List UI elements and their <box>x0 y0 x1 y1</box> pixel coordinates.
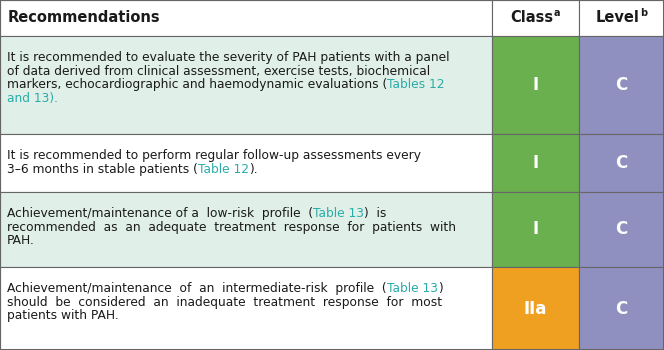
Text: a: a <box>554 8 560 18</box>
Text: I: I <box>533 76 539 94</box>
Text: It is recommended to evaluate the severity of PAH patients with a panel: It is recommended to evaluate the severi… <box>7 51 450 64</box>
Text: markers, echocardiographic and haemodynamic evaluations (: markers, echocardiographic and haemodyna… <box>7 78 387 91</box>
Text: I: I <box>533 154 539 172</box>
Text: 3–6 months in stable patients (: 3–6 months in stable patients ( <box>7 163 198 176</box>
Text: recommended  as  an  adequate  treatment  response  for  patients  with: recommended as an adequate treatment res… <box>7 221 456 234</box>
Text: Table 13: Table 13 <box>313 207 364 220</box>
Bar <box>579 267 664 350</box>
Bar <box>492 134 579 192</box>
Text: patients with PAH.: patients with PAH. <box>7 309 119 322</box>
Text: )  is: ) is <box>364 207 386 220</box>
Bar <box>0 192 492 267</box>
Bar <box>0 36 492 134</box>
Text: Class: Class <box>510 10 553 26</box>
Text: Table 13: Table 13 <box>386 282 438 295</box>
Bar <box>0 0 492 36</box>
Bar <box>0 267 492 350</box>
Bar <box>492 0 579 36</box>
Bar <box>492 192 579 267</box>
Text: b: b <box>641 8 647 18</box>
Text: Achievement/maintenance  of  an  intermediate-risk  profile  (: Achievement/maintenance of an intermedia… <box>7 282 386 295</box>
Text: Table 12: Table 12 <box>198 163 249 176</box>
Text: should  be  considered  an  inadequate  treatment  response  for  most: should be considered an inadequate treat… <box>7 296 442 309</box>
Text: and 13).: and 13). <box>7 92 58 105</box>
Text: ).: ). <box>249 163 258 176</box>
Text: C: C <box>616 300 627 317</box>
Text: PAH.: PAH. <box>7 234 35 247</box>
Text: C: C <box>616 76 627 94</box>
Text: Recommendations: Recommendations <box>8 10 161 26</box>
Bar <box>579 0 664 36</box>
Text: IIa: IIa <box>524 300 547 317</box>
Text: Tables 12: Tables 12 <box>387 78 445 91</box>
Bar <box>579 134 664 192</box>
Text: Achievement/maintenance of a  low-risk  profile  (: Achievement/maintenance of a low-risk pr… <box>7 207 313 220</box>
Text: ): ) <box>438 282 442 295</box>
Text: I: I <box>533 220 539 238</box>
Text: Level: Level <box>596 10 639 26</box>
Bar <box>579 36 664 134</box>
Bar <box>579 192 664 267</box>
Text: C: C <box>616 154 627 172</box>
Bar <box>492 267 579 350</box>
Text: of data derived from clinical assessment, exercise tests, biochemical: of data derived from clinical assessment… <box>7 65 430 78</box>
Text: C: C <box>616 220 627 238</box>
Text: It is recommended to perform regular follow-up assessments every: It is recommended to perform regular fol… <box>7 149 421 162</box>
Bar <box>492 36 579 134</box>
Bar <box>0 134 492 192</box>
